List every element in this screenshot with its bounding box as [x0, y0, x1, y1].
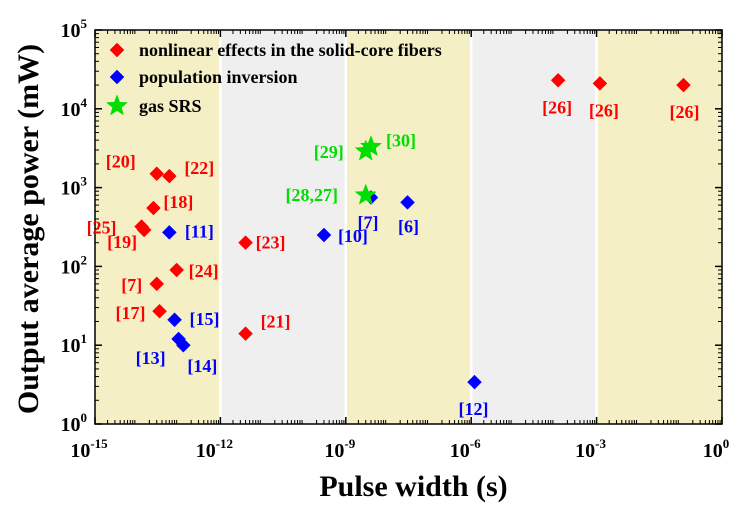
point-reference-label: [23]: [256, 233, 286, 253]
data-point-diamond: [467, 374, 482, 390]
data-point-diamond: [592, 76, 608, 91]
y-axis-title: Output average power (mW): [12, 44, 45, 414]
background-bands: [95, 30, 722, 424]
data-points: [134, 72, 691, 390]
point-reference-label: [30]: [386, 131, 416, 151]
x-tick-label: 10-12: [196, 436, 233, 462]
x-tick-label: 10-9: [324, 436, 355, 462]
point-reference-label: [10]: [338, 226, 368, 246]
point-reference-label: [26]: [670, 102, 700, 122]
x-tick-label: 10-15: [70, 436, 108, 462]
data-point-diamond: [169, 262, 185, 278]
point-reference-label: [20]: [106, 152, 136, 172]
data-point-diamond: [550, 72, 566, 88]
point-reference-label: [21]: [261, 312, 291, 332]
data-point-diamond: [146, 200, 161, 216]
point-reference-label: [26]: [542, 97, 572, 117]
y-tick-label: 103: [61, 174, 88, 200]
background-band: [596, 30, 722, 424]
point-reference-label: [28,27]: [285, 185, 338, 205]
x-tick-label: 100: [703, 436, 730, 462]
point-reference-label: [24]: [189, 261, 219, 281]
data-point-star: [359, 135, 383, 157]
point-reference-label: [19]: [107, 232, 137, 252]
point-reference-label: [12]: [459, 399, 489, 419]
legend-marker-diamond: [109, 42, 125, 58]
background-band: [471, 30, 597, 424]
point-reference-label: [26]: [589, 100, 619, 120]
data-point-star: [354, 183, 377, 205]
point-reference-label: [17]: [116, 303, 146, 323]
data-point-diamond: [400, 194, 415, 210]
background-band: [220, 30, 346, 424]
data-point-diamond: [238, 235, 253, 251]
legend-entry-label: nonlinear effects in the solid-core fibe…: [139, 40, 442, 60]
legend-marker-diamond: [109, 69, 125, 85]
point-reference-label: [14]: [187, 356, 217, 376]
point-reference-label: [11]: [185, 221, 214, 241]
point-reference-label: [18]: [163, 192, 193, 212]
data-point-diamond: [136, 222, 152, 238]
background-band: [95, 30, 221, 424]
y-tick-label: 100: [61, 410, 88, 436]
data-point-diamond: [176, 337, 191, 353]
y-tick-label: 104: [61, 95, 88, 121]
data-point-diamond: [149, 276, 165, 292]
data-point-diamond: [238, 326, 253, 342]
point-reference-label: [7]: [357, 212, 378, 232]
point-reference-label: [7]: [121, 275, 142, 295]
data-point-diamond: [152, 303, 167, 319]
point-reference-label: [13]: [136, 348, 166, 368]
axis-ticks: 10-15 10-12 10-9 10-6 10-3 100 100 101 102 103 104…: [61, 16, 730, 462]
legend: nonlinear effects in the solid-core fibe…: [105, 40, 442, 116]
background-band: [345, 30, 472, 424]
point-reference-label: [6]: [398, 216, 419, 236]
x-tick-label: 10-6: [450, 436, 481, 462]
point-reference-label: [15]: [190, 309, 220, 329]
data-point-diamond: [149, 166, 165, 182]
x-tick-label: 10-3: [575, 436, 606, 462]
legend-entry-label: gas SRS: [139, 96, 202, 116]
legend-marker-star: [105, 94, 129, 116]
point-reference-label: [25]: [87, 218, 117, 238]
legend-entry-label: population inversion: [139, 67, 298, 87]
data-point-diamond: [167, 312, 182, 328]
y-tick-label: 102: [61, 252, 88, 278]
point-reference-label: [22]: [184, 158, 214, 178]
y-tick-label: 101: [61, 331, 88, 357]
data-point-diamond: [316, 227, 332, 243]
data-point-diamond: [676, 77, 691, 93]
data-point-diamond: [161, 168, 177, 184]
y-tick-label: 105: [61, 16, 88, 42]
plot-frame: [94, 29, 723, 425]
data-point-diamond: [161, 225, 177, 240]
point-labels: [20] [22] [18] [25][19] [23] [24] [7] [17] [21] […: [87, 97, 700, 419]
point-reference-label: [29]: [314, 142, 344, 162]
x-axis-title: Pulse width (s): [319, 470, 507, 503]
